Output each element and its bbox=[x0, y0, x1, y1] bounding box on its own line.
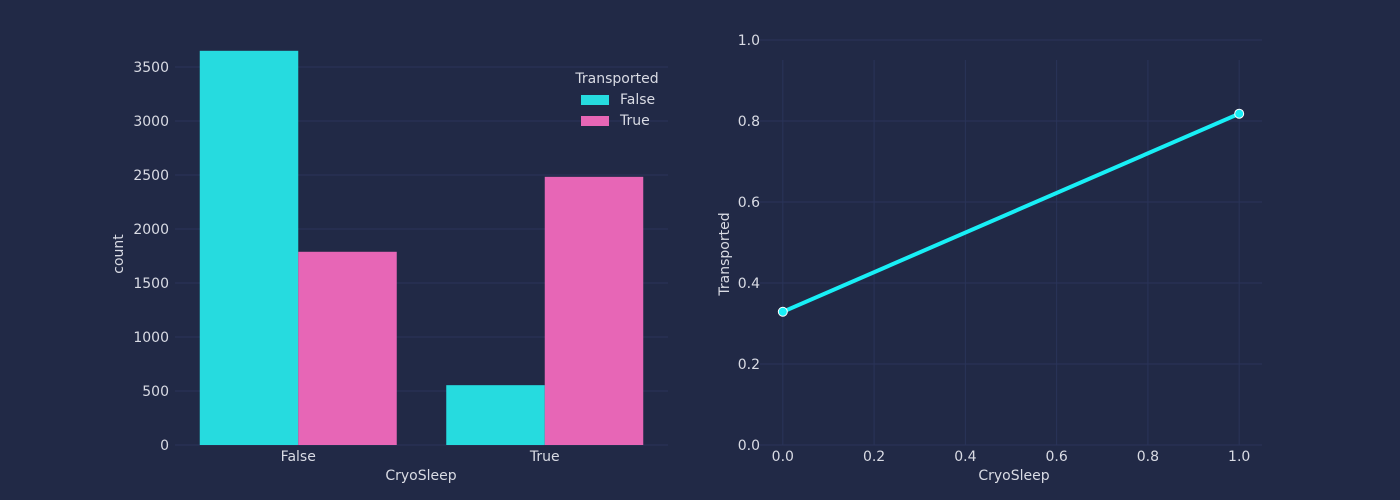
bar-y-tick-label: 2500 bbox=[133, 168, 169, 184]
line-chart: 0.0 0.2 0.4 0.6 0.8 1.0 0.0 0.2 0.4 0.6 0.8 1.0 Cr… bbox=[717, 33, 1262, 484]
bar-y-tick-label: 1000 bbox=[133, 330, 169, 346]
bar-chart-x-ticks: False True bbox=[281, 449, 560, 465]
line-y-tick-label: 0.6 bbox=[738, 195, 760, 211]
bar-chart-x-label: CryoSleep bbox=[385, 468, 456, 484]
bar-y-tick-label: 3500 bbox=[133, 60, 169, 76]
bar-x-tick-label: False bbox=[281, 449, 316, 465]
line-x-tick-label: 0.6 bbox=[1046, 449, 1068, 465]
line-y-tick-label: 1.0 bbox=[738, 33, 760, 49]
line-chart-gridlines bbox=[760, 39, 1262, 446]
bar-y-tick-label: 0 bbox=[160, 438, 169, 454]
bar-y-tick-label: 1500 bbox=[133, 276, 169, 292]
bar-x-tick-label: True bbox=[529, 449, 560, 465]
bar-y-tick-label: 500 bbox=[142, 384, 169, 400]
line-y-tick-label: 0.0 bbox=[738, 438, 760, 454]
bar-false-false bbox=[199, 50, 299, 446]
bar-true-false bbox=[446, 385, 545, 445]
line-y-tick-label: 0.8 bbox=[738, 114, 760, 130]
line-x-tick-label: 0.8 bbox=[1137, 449, 1159, 465]
bar-chart-bars bbox=[199, 50, 644, 446]
bar-y-tick-label: 3000 bbox=[133, 114, 169, 130]
line-x-tick-label: 0.2 bbox=[863, 449, 885, 465]
bar-true-true bbox=[544, 176, 644, 445]
bar-y-tick-label: 2000 bbox=[133, 222, 169, 238]
line-x-tick-label: 1.0 bbox=[1228, 449, 1250, 465]
line-x-tick-label: 0.4 bbox=[954, 449, 976, 465]
line-chart-x-label: CryoSleep bbox=[978, 468, 1049, 484]
line-x-tick-label: 0.0 bbox=[772, 449, 794, 465]
line-point bbox=[1234, 108, 1245, 119]
bar-chart: 0 500 1000 1500 2000 2500 3000 3500 False True C… bbox=[111, 50, 668, 484]
legend-label-false: False bbox=[620, 92, 655, 108]
bar-chart-legend: Transported False True bbox=[574, 71, 658, 129]
line-chart-y-label: Transported bbox=[717, 212, 733, 296]
line-y-tick-label: 0.2 bbox=[738, 357, 760, 373]
legend-swatch-false bbox=[581, 95, 609, 105]
line-y-tick-label: 0.4 bbox=[738, 276, 760, 292]
legend-label-true: True bbox=[619, 113, 650, 129]
line-chart-markers bbox=[777, 108, 1245, 317]
bar-chart-y-ticks: 0 500 1000 1500 2000 2500 3000 3500 bbox=[133, 60, 169, 454]
line-chart-y-ticks: 0.0 0.2 0.4 0.6 0.8 1.0 bbox=[738, 33, 760, 454]
line-point bbox=[777, 306, 788, 317]
bar-false-true bbox=[298, 251, 397, 445]
legend-title: Transported bbox=[574, 71, 658, 87]
line-chart-x-ticks: 0.0 0.2 0.4 0.6 0.8 1.0 bbox=[772, 449, 1251, 465]
bar-chart-y-label: count bbox=[111, 234, 127, 274]
line-series bbox=[780, 111, 1242, 314]
legend-swatch-true bbox=[581, 116, 609, 126]
